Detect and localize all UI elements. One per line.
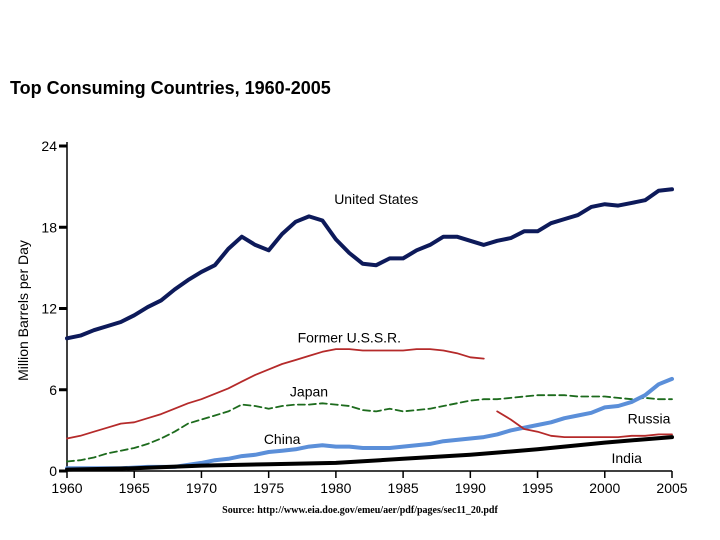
series-line-former-u-s-s-r: [66, 348, 485, 440]
series-line-united-states: [65, 187, 674, 341]
x-tick-label: 1990: [455, 480, 486, 496]
y-tick-label: 18: [41, 219, 57, 235]
series-lines: [65, 187, 674, 472]
series-label: India: [612, 450, 643, 466]
source-note: Source: http://www.eia.doe.gov/emeu/aer/…: [222, 505, 498, 516]
x-tick-label: 2000: [589, 480, 620, 496]
x-tick-label: 1985: [388, 480, 419, 496]
y-tick-label: 0: [49, 463, 57, 479]
x-tick-label: 1995: [522, 480, 553, 496]
series-line-india: [65, 435, 674, 472]
y-tick-label: 6: [49, 382, 57, 398]
y-tick-label: 12: [41, 301, 57, 317]
series-line-japan: [66, 394, 673, 463]
x-tick-label: 1970: [186, 480, 217, 496]
series-labels: United States Former U.S.S.R. Japan China Ru…: [264, 191, 671, 466]
x-tick-label: 1975: [253, 480, 284, 496]
series-label: China: [264, 431, 301, 447]
axes: 0 6 12 18 24 1960 1965 1970 1975 1980 1985 1990 1995…: [15, 138, 688, 496]
x-tick-label: 1980: [320, 480, 351, 496]
series-line-china: [65, 376, 674, 471]
series-label: Japan: [290, 384, 328, 400]
series-label: United States: [334, 191, 418, 207]
series-line-russia: [496, 410, 673, 439]
series-label: Former U.S.S.R.: [298, 329, 401, 345]
x-tick-label: 1960: [51, 480, 82, 496]
x-tick-label: 2005: [656, 480, 687, 496]
series-label: Russia: [628, 411, 671, 427]
y-tick-label: 24: [41, 138, 57, 154]
x-tick-label: 1965: [119, 480, 150, 496]
y-axis-title: Million Barrels per Day: [15, 240, 31, 381]
chart-title: Top Consuming Countries, 1960-2005: [10, 78, 331, 98]
